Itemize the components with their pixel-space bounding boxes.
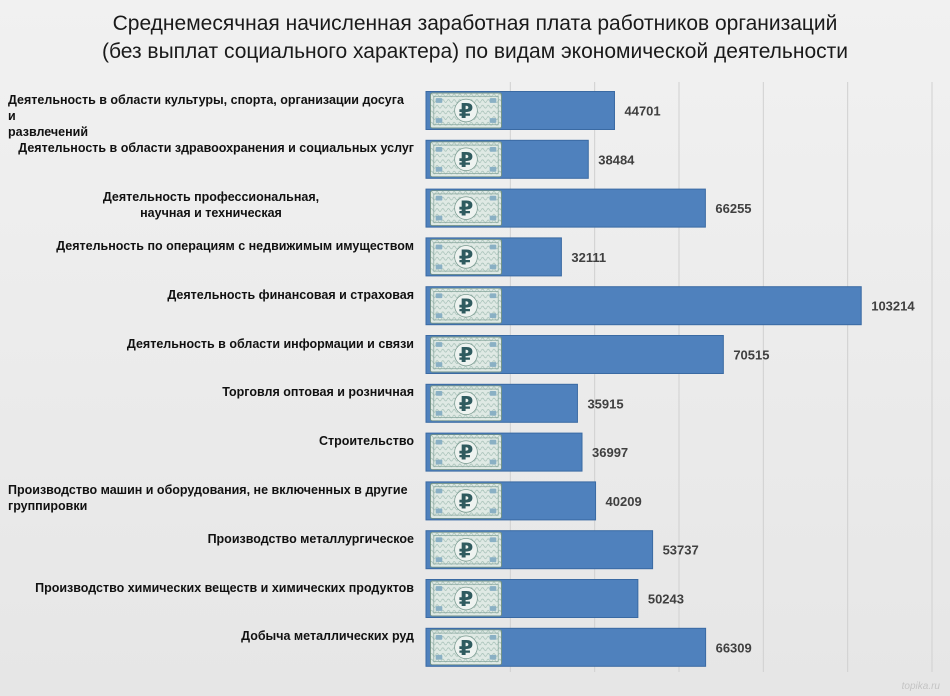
category-label-line: Деятельность профессиональная, (102, 190, 320, 205)
ruble-banknote-icon (429, 92, 503, 129)
category-label: Добыча металлических руд (8, 628, 414, 644)
data-label: 66255 (715, 201, 751, 216)
ruble-banknote-icon (429, 238, 503, 275)
category-label: Торговля оптовая и розничная (8, 384, 414, 400)
data-label: 70515 (733, 348, 769, 363)
chart-title: Среднемесячная начисленная заработная пл… (0, 10, 950, 66)
data-label: 40209 (606, 494, 642, 509)
data-label: 103214 (871, 299, 915, 314)
category-label: Производство металлургическое (8, 531, 414, 547)
category-label-line: научная и техническая (140, 206, 282, 221)
category-label: Деятельность в области здравоохранения и… (8, 140, 414, 156)
category-label-line: Деятельность в области здравоохранения и… (18, 141, 414, 156)
ruble-banknote-icon (429, 336, 503, 373)
watermark: topika.ru (901, 681, 940, 692)
data-label: 36997 (592, 445, 628, 460)
data-label: 38484 (598, 152, 635, 167)
ruble-banknote-icon (429, 482, 503, 519)
bars: 44701 38484 66255 32111 103214 70515 35915 3699… (425, 91, 915, 667)
ruble-banknote-icon (429, 385, 503, 422)
category-label: Производство машин и оборудования, не вк… (8, 482, 414, 514)
data-label: 66309 (716, 640, 752, 655)
category-label: Деятельность в области культуры, спорта,… (8, 92, 414, 140)
category-label: Деятельность в области информации и связ… (8, 336, 414, 352)
ruble-banknote-icon (429, 190, 503, 227)
ruble-banknote-icon (429, 629, 503, 666)
ruble-banknote-icon (429, 434, 503, 471)
ruble-banknote-icon (429, 141, 503, 178)
data-label: 44701 (624, 104, 660, 119)
category-label-line: Деятельность в области культуры, спорта,… (8, 92, 404, 123)
category-label-line: Производство химических веществ и химиче… (35, 580, 414, 595)
category-label-line: группировки (8, 498, 88, 513)
category-label-line: развлечений (8, 124, 89, 139)
category-label: Деятельность профессиональная, научная и … (8, 189, 414, 221)
data-label: 50243 (648, 592, 684, 607)
data-label: 32111 (571, 250, 606, 265)
category-label-line: Производство металлургическое (207, 531, 414, 546)
ruble-banknote-icon (429, 531, 503, 568)
title-line-2: (без выплат социального характера) по ви… (101, 40, 849, 63)
category-label: Деятельность по операциям с недвижимым и… (8, 238, 414, 254)
data-label: 35915 (587, 396, 623, 411)
category-label: Строительство (8, 433, 414, 449)
category-label-line: Добыча металлических руд (241, 629, 414, 644)
title-line-1: Среднемесячная начисленная заработная пл… (112, 12, 838, 35)
category-label-line: Торговля оптовая и розничная (222, 385, 414, 400)
category-label-line: Производство машин и оборудования, не вк… (8, 482, 408, 497)
category-label-line: Деятельность финансовая и страховая (167, 287, 414, 302)
category-label: Производство химических веществ и химиче… (8, 580, 414, 596)
ruble-banknote-icon (429, 580, 503, 617)
gridlines (509, 82, 933, 672)
category-label-line: Строительство (318, 434, 414, 449)
category-label-line: Деятельность в области информации и связ… (126, 336, 414, 351)
category-label-line: Деятельность по операциям с недвижимым и… (56, 238, 414, 253)
data-label: 53737 (663, 543, 699, 558)
ruble-banknote-icon (429, 287, 503, 324)
category-label: Деятельность финансовая и страховая (8, 287, 414, 303)
